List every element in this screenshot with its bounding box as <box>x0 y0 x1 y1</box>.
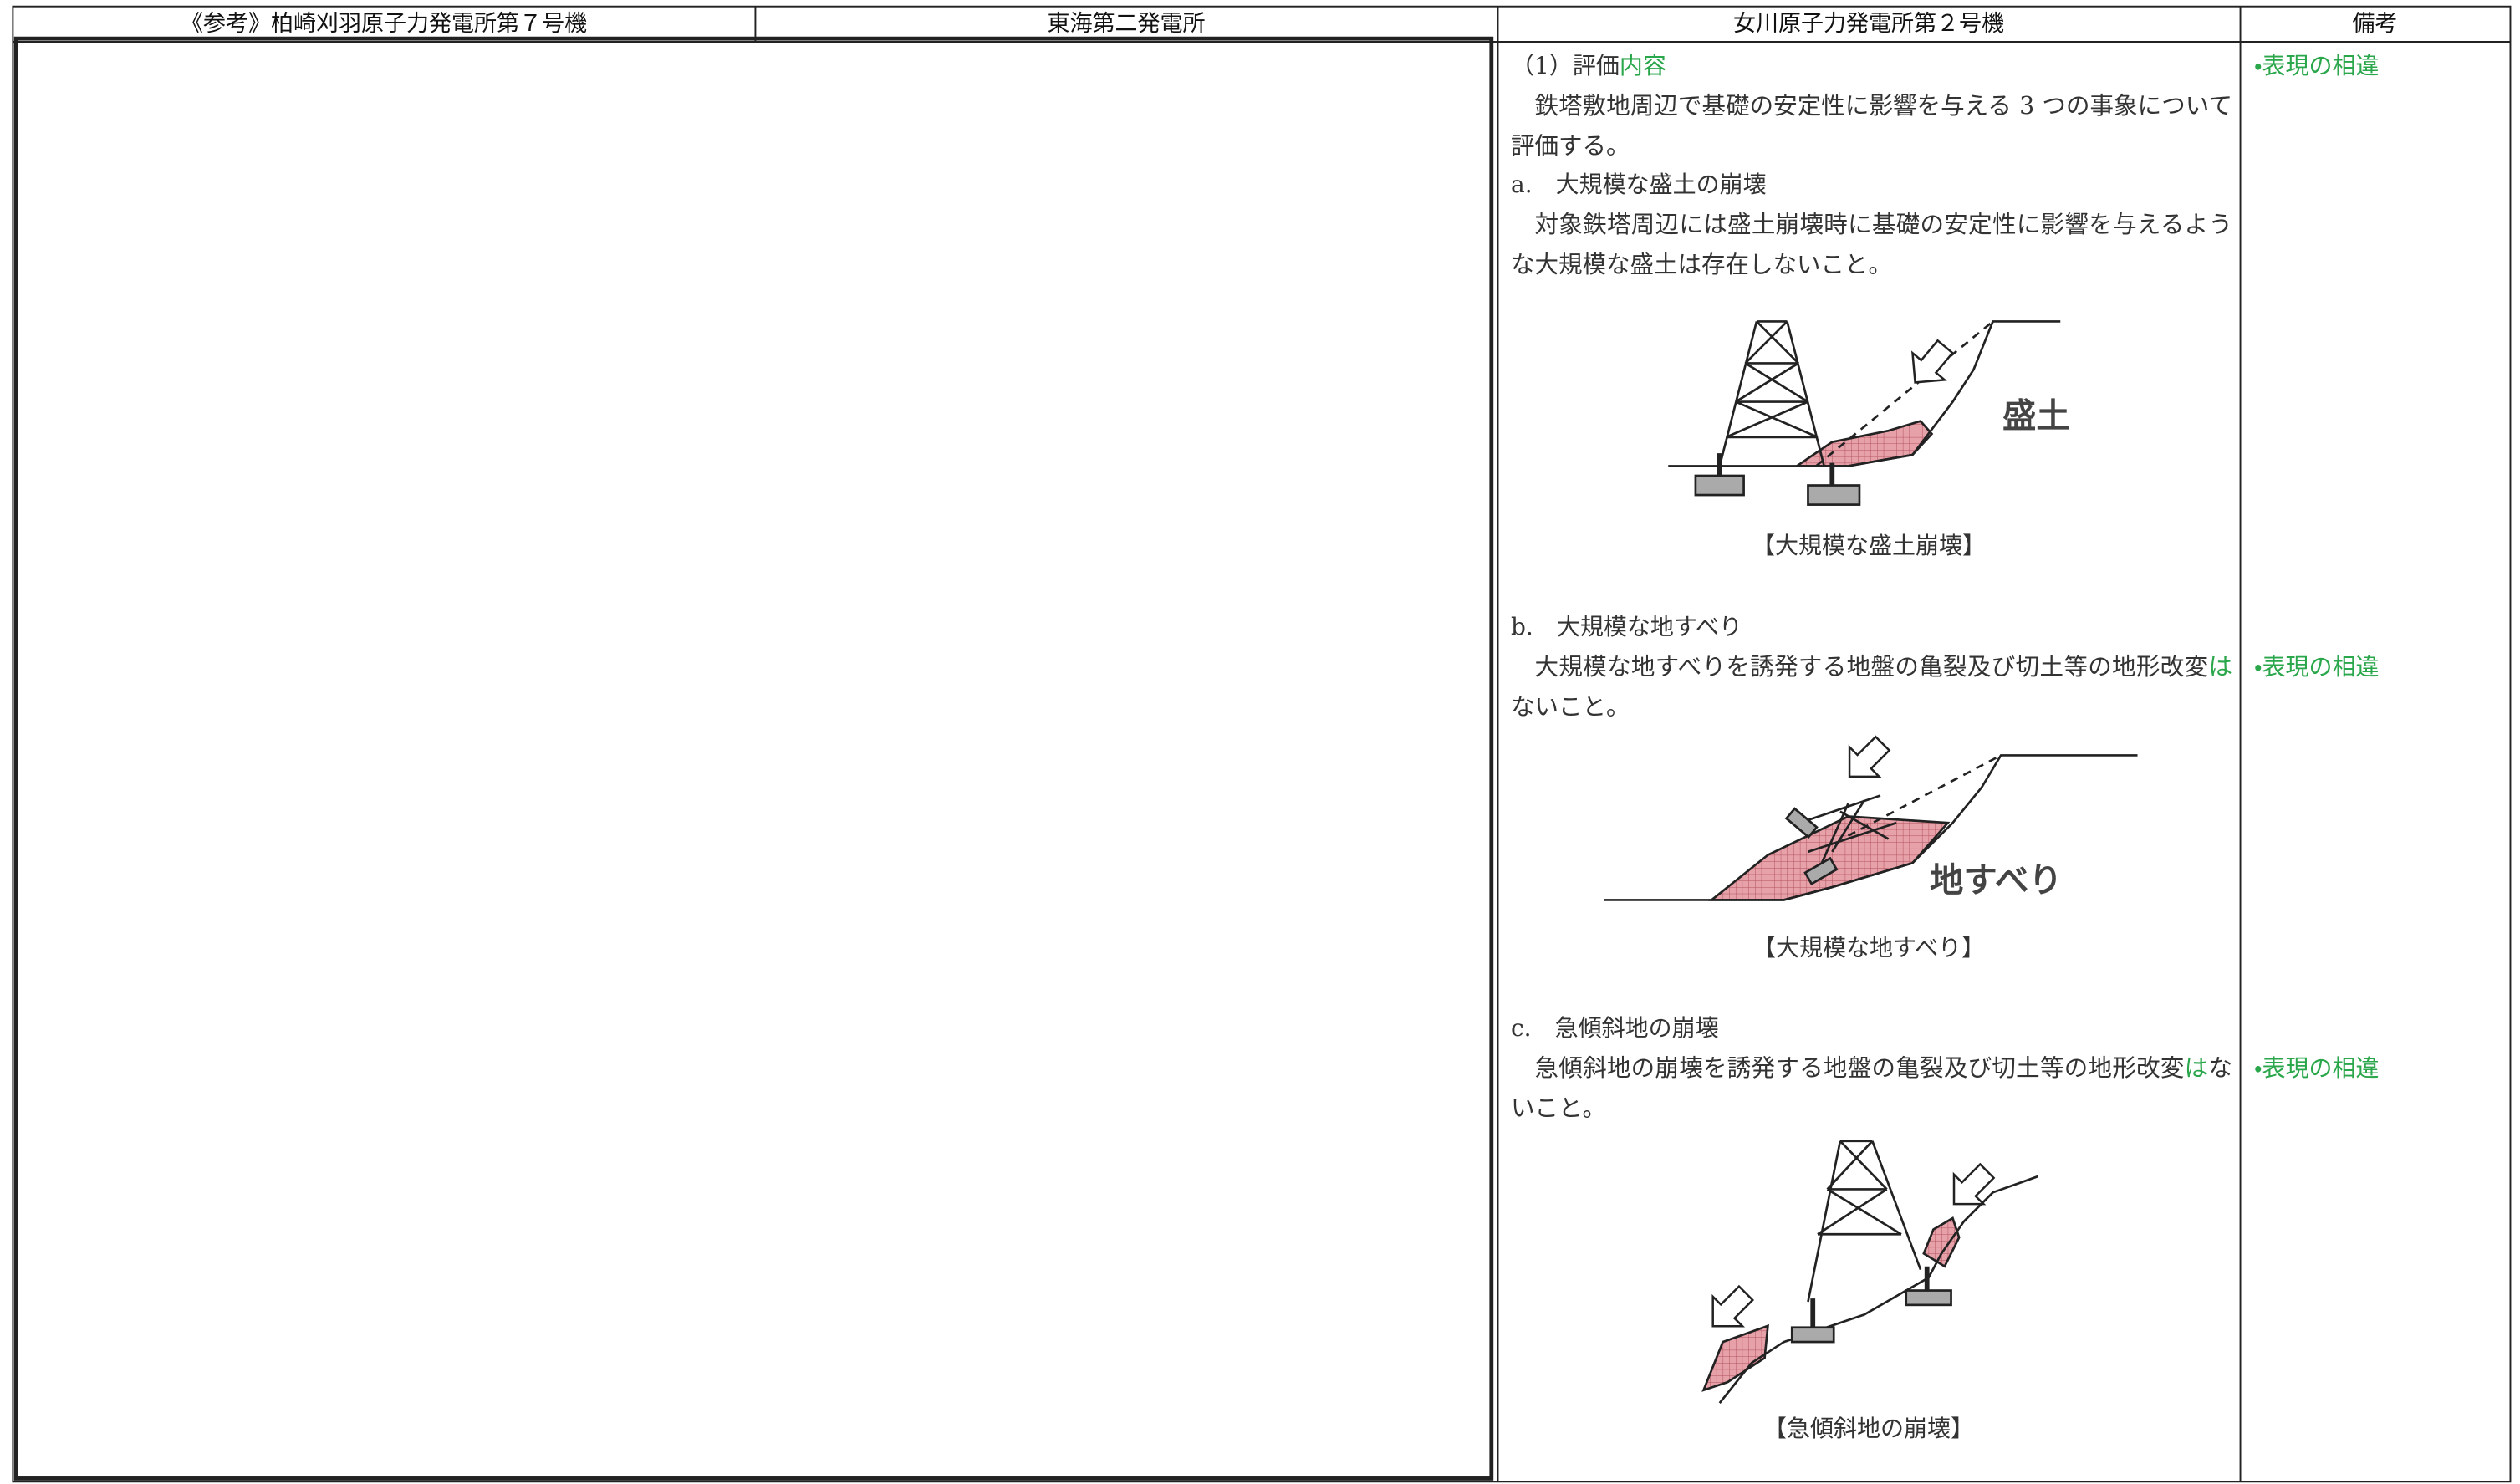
drawing-part <box>1922 1216 1961 1268</box>
drawing-part <box>1898 332 1962 397</box>
heading-changed-text: 内容 <box>1619 52 1666 79</box>
text: 対象鉄塔周辺には盛土崩壊時に基礎の安定性に影響を与えるような大規模な盛土は存在し… <box>1511 211 2232 278</box>
diagram-embankment <box>1668 320 2061 506</box>
drawing-part <box>1718 320 1825 467</box>
text: 大規模な地すべりを誘発する地盤の亀裂及び切土等の地形改変 <box>1534 653 2209 681</box>
column-header: 備考 <box>2352 11 2398 37</box>
drawing-part <box>1604 754 2138 901</box>
item-title: a. 大規模な盛土の崩壊 <box>1511 171 1767 198</box>
paragraph: 鉄塔敷地周辺で基礎の安定性に影響を与える 3 つの事象について評価する。 <box>1511 92 2232 160</box>
note: ・表現の相違 <box>2254 653 2380 681</box>
item-title: b. 大規模な地すべり <box>1511 613 1742 640</box>
column-header: 《参考》柏崎刈羽原子力発電所第７号機 <box>181 11 587 37</box>
diagram-landslide <box>1604 727 2138 901</box>
note: ・表現の相違 <box>2254 1054 2380 1082</box>
figure-caption: 【大規模な盛土崩壊】 <box>1751 532 1986 559</box>
changed-text: は <box>2184 1054 2209 1082</box>
figure-label: 盛土 <box>2002 396 2070 436</box>
drawing-part <box>1807 1140 1922 1303</box>
figure-caption: 【大規模な地すべり】 <box>1752 934 1986 961</box>
text: ないこと。 <box>1511 1054 2232 1122</box>
drawing-part <box>1905 1289 1952 1307</box>
drawing-part <box>1834 727 1899 793</box>
drawing-part <box>1718 1175 2038 1404</box>
drawing-part <box>12 5 2512 1483</box>
grid <box>12 5 2512 1483</box>
text: ないこと。 <box>1511 693 1630 721</box>
drawing-part <box>1810 1266 1930 1328</box>
drawing-part <box>1807 484 1861 506</box>
drawing-part <box>1790 1326 1835 1344</box>
paragraph: 対象鉄塔周辺には盛土崩壊時に基礎の安定性に影響を与えるような大規模な盛土は存在し… <box>1511 205 2232 285</box>
drawing-part <box>1668 320 2061 467</box>
drawing-part <box>1803 856 1839 885</box>
note: ・表現の相違 <box>2254 52 2380 79</box>
figure-label: 地すべり <box>1930 860 2063 900</box>
paragraph: 大規模な地すべりを誘発する地盤の亀裂及び切土等の地形改変はないこと。 <box>1511 647 2232 727</box>
heading-text: （1）評価 <box>1511 52 1620 79</box>
drawing-part <box>1701 1323 1769 1392</box>
drawing-part <box>1694 474 1745 497</box>
drawing-part <box>1938 1155 2003 1221</box>
changed-text: は <box>2208 653 2232 681</box>
text: 急傾斜地の崩壊を誘発する地盤の亀裂及び切土等の地形改変 <box>1534 1054 2185 1082</box>
drawing-part <box>1799 794 1897 877</box>
diagram-steep-slope <box>1696 1140 2038 1404</box>
section-heading: （1）評価内容 <box>1511 46 1666 86</box>
drawing-part <box>1815 320 1994 467</box>
column-header: 東海第二発電所 <box>1047 11 1206 37</box>
drawing-part <box>1717 453 1835 486</box>
drawing-part <box>13 36 1494 1481</box>
paragraph: 急傾斜地の崩壊を誘発する地盤の亀裂及び切土等の地形改変はないこと。 <box>1511 1048 2232 1129</box>
item-title: c. 急傾斜地の崩壊 <box>1511 1014 1719 1042</box>
column-header: 女川原子力発電所第２号機 <box>1733 11 2004 37</box>
drawing-part <box>1784 807 1819 839</box>
figure-caption: 【急傾斜地の崩壊】 <box>1762 1415 1974 1442</box>
